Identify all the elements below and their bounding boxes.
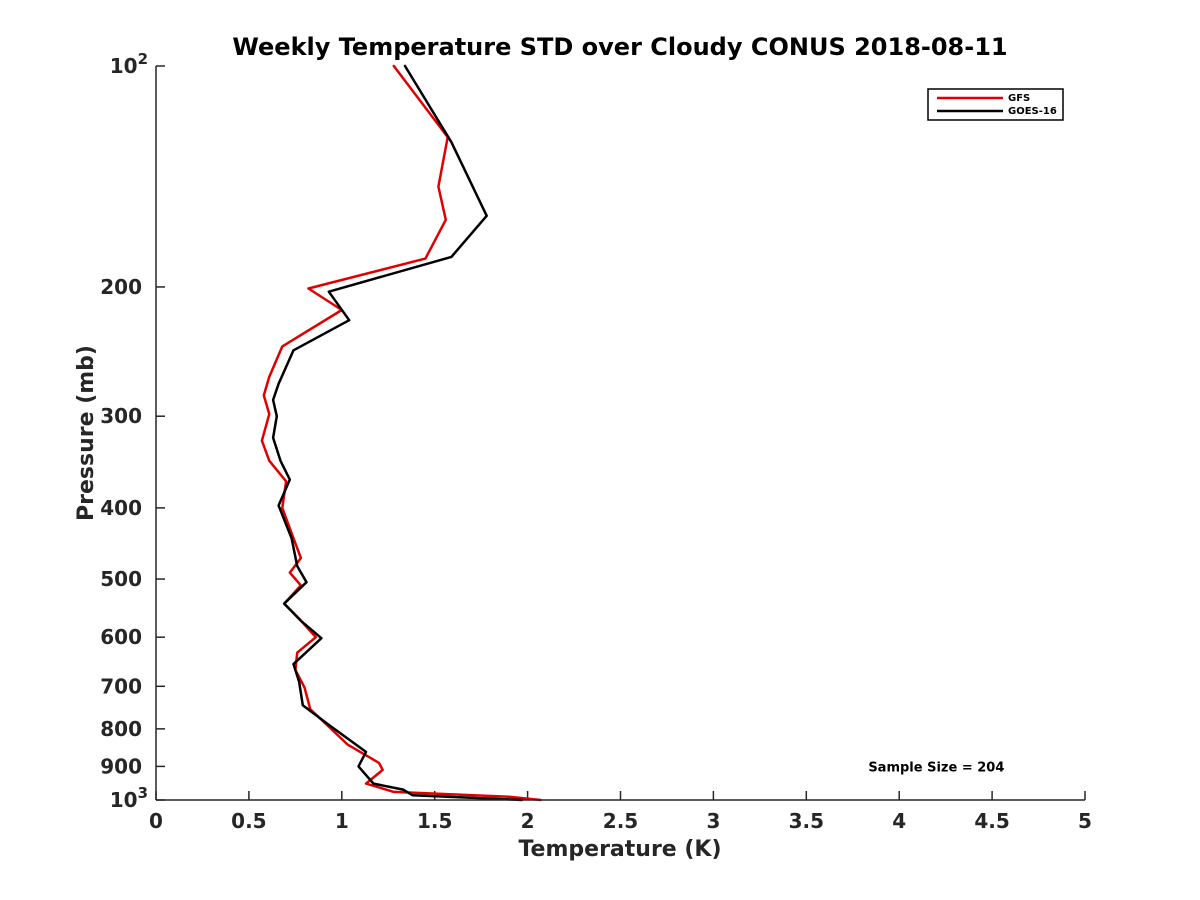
series-layer	[260, 64, 542, 802]
y-tick-label: 400	[100, 496, 142, 520]
x-tick-label: 2.5	[603, 809, 638, 833]
x-tick-label: 2	[521, 809, 535, 833]
series-line-goes16	[271, 64, 524, 802]
y-tick-label: 500	[100, 567, 142, 591]
x-tick-label: 3	[706, 809, 720, 833]
y-tick-label: 103	[110, 784, 148, 812]
x-tick-label: 1.5	[417, 809, 452, 833]
x-tick-label: 1	[335, 809, 349, 833]
x-tick-label: 5	[1078, 809, 1092, 833]
x-tick-label: 0	[149, 809, 163, 833]
legend-label-gfs: GFS	[1008, 93, 1030, 104]
legend-label-goes16: GOES-16	[1008, 106, 1057, 117]
y-tick-label: 102	[110, 50, 148, 78]
legend: GFS GOES-16	[927, 88, 1064, 121]
y-tick-label-base: 10	[110, 54, 138, 78]
y-tick-label-base: 10	[110, 788, 138, 812]
y-tick-label: 200	[100, 275, 142, 299]
y-tick-label-exponent: 2	[138, 50, 148, 68]
legend-box	[927, 88, 1064, 121]
y-tick-label-exponent: 3	[138, 784, 148, 802]
y-tick-label: 900	[100, 754, 142, 778]
y-tick-label: 600	[100, 625, 142, 649]
x-tick-label: 0.5	[231, 809, 266, 833]
y-tick-label: 800	[100, 717, 142, 741]
x-tick-label: 4.5	[974, 809, 1009, 833]
sample-size-annotation: Sample Size = 204	[868, 760, 1004, 775]
x-axis-ticks: 0 0.5 1 1.5 2 2.5 3 3.5 4 4.5 5	[149, 791, 1092, 833]
chart-title: Weekly Temperature STD over Cloudy CONUS…	[232, 33, 1007, 61]
x-axis-label: Temperature (K)	[518, 837, 721, 862]
y-tick-label: 700	[100, 674, 142, 698]
y-axis-label: Pressure (mb)	[74, 345, 99, 521]
x-tick-label: 4	[892, 809, 906, 833]
series-line-gfs	[260, 64, 542, 802]
x-tick-label: 3.5	[789, 809, 824, 833]
y-tick-label: 300	[100, 404, 142, 428]
